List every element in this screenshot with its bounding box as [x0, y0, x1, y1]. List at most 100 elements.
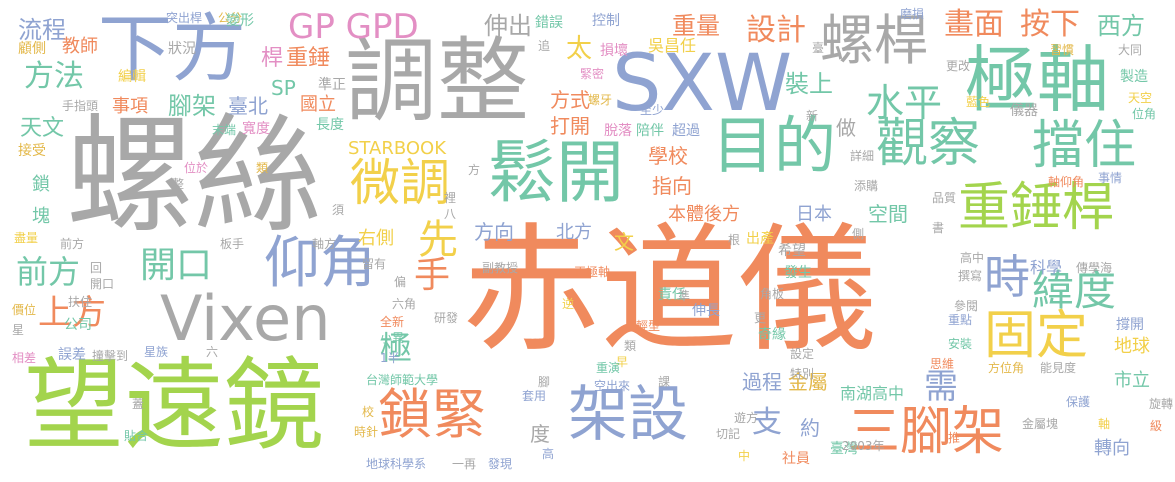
- word-155: 全新: [380, 315, 405, 329]
- word-53: 方式: [550, 88, 590, 112]
- word-19: 固定: [984, 306, 1089, 366]
- word-111: 添購: [854, 179, 879, 193]
- word-191: 推: [948, 431, 961, 445]
- word-78: 吳昌任: [648, 36, 697, 55]
- word-182: 整: [172, 177, 185, 191]
- word-120: 安裝: [948, 337, 973, 351]
- word-181: 位於: [184, 161, 209, 175]
- word-156: 小異: [380, 331, 405, 345]
- word-129: 2003年: [842, 439, 885, 453]
- word-173: 價位: [12, 303, 37, 317]
- word-15: 擋住: [1032, 116, 1137, 176]
- word-118: 撐開: [1116, 317, 1144, 333]
- word-26: 按下: [1020, 7, 1080, 42]
- word-43: STARBOOK: [348, 138, 447, 159]
- word-70: 科學: [1030, 258, 1063, 277]
- word-25: 畫面: [944, 7, 1004, 42]
- word-103: 脫落: [604, 123, 632, 139]
- word-151: 套用: [522, 389, 547, 403]
- word-50: 臺北: [228, 94, 268, 118]
- word-83: 突出桿: [166, 11, 203, 25]
- word-10: Vixen: [160, 282, 331, 355]
- word-166: 蓋: [132, 397, 145, 411]
- word-145: 研發: [434, 311, 459, 325]
- word-158: 六角: [392, 297, 417, 311]
- word-106: 新: [806, 109, 819, 123]
- word-192: 軸: [1098, 417, 1111, 431]
- word-27: 西方: [1097, 12, 1145, 40]
- word-132: 發生: [784, 265, 812, 281]
- word-172: 星: [12, 323, 25, 337]
- word-130: 希望: [778, 243, 806, 259]
- word-68: 約: [800, 416, 820, 440]
- word-177: 前方: [60, 237, 85, 251]
- word-56: 指向: [652, 174, 692, 198]
- word-86: 磨損: [900, 7, 925, 21]
- word-179: 軸方: [312, 237, 337, 251]
- word-81: 損壞: [600, 43, 628, 59]
- word-34: 需: [924, 367, 958, 407]
- word-62: 右側: [358, 228, 394, 249]
- word-116: 傳學海: [1076, 261, 1113, 275]
- word-122: 能見度: [1040, 361, 1077, 375]
- word-113: 軸仰角: [1048, 175, 1085, 189]
- word-119: 重點: [948, 313, 973, 327]
- word-20: 時: [984, 250, 1030, 304]
- word-82: 狀況: [168, 41, 196, 57]
- word-134: 責任: [658, 287, 686, 303]
- word-161: 地球科學系: [366, 457, 427, 471]
- word-123: 思維: [930, 357, 955, 371]
- word-107: 儀器: [1010, 103, 1038, 119]
- word-36: 先: [418, 217, 458, 263]
- word-11: 架設: [568, 380, 688, 450]
- word-22: 微調: [350, 154, 450, 212]
- word-76: 塊: [32, 206, 50, 227]
- word-110: 詳細: [850, 149, 875, 163]
- word-30: 前方: [16, 253, 81, 291]
- word-74: 臺灣: [830, 441, 858, 457]
- word-148: 重演: [596, 361, 621, 375]
- word-178: 板手: [220, 237, 245, 251]
- word-98: 長度: [316, 117, 344, 133]
- word-117: 參閱: [954, 299, 979, 313]
- word-170: 六: [206, 345, 219, 359]
- word-165: 貼合: [124, 429, 149, 443]
- word-193: 書: [932, 221, 945, 235]
- word-12: 鎖緊: [378, 383, 486, 446]
- word-92: 顧側: [18, 41, 46, 57]
- word-131: 出產: [746, 231, 774, 247]
- word-84: 公分: [218, 11, 243, 25]
- word-144: 根: [728, 233, 741, 247]
- word-46: 重錘: [286, 46, 331, 71]
- word-89: 製造: [1120, 69, 1148, 85]
- word-69: 度: [530, 422, 550, 446]
- word-175: 開口: [90, 277, 115, 291]
- word-5: SXW: [612, 39, 793, 129]
- word-3: 望遠鏡: [24, 347, 324, 464]
- word-49: 事項: [112, 96, 148, 117]
- word-31: 上方: [38, 293, 106, 333]
- word-121: 方位角: [988, 361, 1025, 375]
- word-167: 誤差: [58, 347, 86, 363]
- word-190: 更: [754, 311, 767, 325]
- word-67: 南湖高中: [840, 384, 905, 403]
- word-45: 天文: [20, 116, 65, 141]
- word-23: GP GPD: [288, 7, 419, 47]
- word-102: 螺牙: [588, 93, 613, 107]
- word-58: 日本: [796, 204, 832, 225]
- word-184: 須: [332, 203, 345, 217]
- word-126: 級: [1150, 419, 1163, 433]
- word-54: 打開: [550, 114, 590, 138]
- word-152: 發現: [488, 457, 513, 471]
- word-60: 方向: [474, 220, 514, 244]
- word-64: 做: [836, 116, 856, 140]
- word-197: 追: [538, 39, 551, 53]
- word-196: 腳: [538, 375, 551, 389]
- word-39: 伸出: [484, 12, 532, 40]
- word-96: 末端: [212, 123, 237, 137]
- word-7: 極軸: [965, 38, 1110, 122]
- word-194: 側: [852, 227, 865, 241]
- word-188: 逆: [562, 297, 575, 311]
- word-79: 錯誤: [535, 15, 563, 31]
- word-61: 北方: [556, 222, 592, 243]
